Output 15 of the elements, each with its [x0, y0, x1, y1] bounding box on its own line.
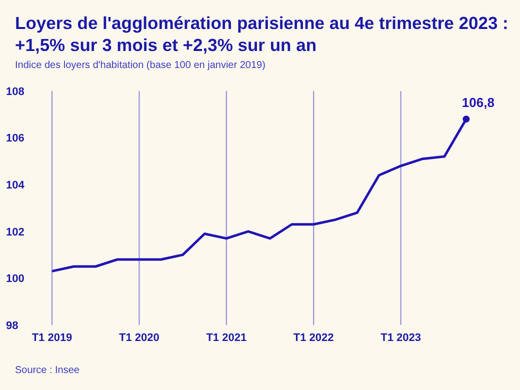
chart-subtitle: Indice des loyers d'habitation (base 100 en janvier 2019) — [15, 60, 266, 71]
x-tick-label: T1 2021 — [206, 332, 247, 344]
y-tick-label: 98 — [6, 320, 18, 332]
y-tick-label: 108 — [6, 86, 24, 98]
x-tick-label: T1 2020 — [119, 332, 160, 344]
x-tick-label: T1 2019 — [32, 332, 72, 344]
x-tick-label: T1 2022 — [293, 332, 334, 344]
data-label: 106,8 — [462, 95, 494, 110]
chart-title: Loyers de l'agglomération parisienne au 4e trimestre 2023 : +1,5% sur 3 mois et +2,3% sur un an — [15, 12, 508, 56]
x-tick-label: T1 2023 — [380, 332, 421, 344]
y-tick-label: 106 — [6, 132, 24, 145]
y-tick-label: 104 — [6, 180, 26, 192]
y-tick-label: 100 — [6, 273, 24, 286]
y-tick-label: 102 — [6, 226, 24, 238]
source-note: Source : Insee — [15, 365, 80, 376]
